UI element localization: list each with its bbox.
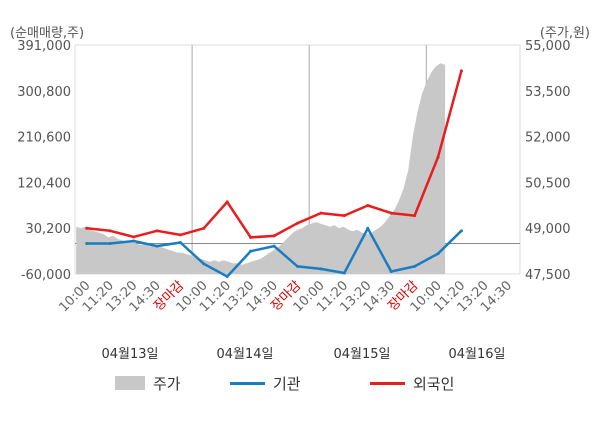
foreign-point [389, 211, 393, 215]
right-axis-ticks: 55,000 53,500 52,000 50,500 49,000 47,500 [525, 39, 571, 283]
foreign-point [319, 211, 323, 215]
foreign-point [178, 233, 182, 237]
day-label: 04월16일 [448, 347, 505, 362]
institution-point [272, 244, 276, 248]
price-area [76, 63, 446, 274]
foreign-point [155, 229, 159, 233]
institution-point [155, 244, 159, 248]
right-tick-label: 47,500 [525, 268, 571, 283]
legend-swatch-institution [230, 382, 265, 385]
legend-label-price: 주가 [153, 375, 181, 393]
right-tick-label: 55,000 [525, 39, 571, 54]
right-tick-label: 52,000 [525, 131, 571, 146]
left-axis-unit: (순매매량,주) [10, 26, 84, 41]
legend-swatch-price [115, 376, 145, 390]
institution-point [132, 239, 136, 243]
left-tick-label: 210,600 [17, 131, 71, 146]
institution-point [319, 267, 323, 271]
legend-swatch-foreign [370, 382, 405, 385]
right-tick-label: 53,500 [525, 85, 571, 100]
institution-point [413, 264, 417, 268]
foreign-point [108, 229, 112, 233]
foreign-point [436, 155, 440, 159]
institution-point [436, 252, 440, 256]
legend: 주가 기관 외국인 [115, 375, 454, 393]
foreign-point [85, 226, 89, 230]
foreign-point [202, 226, 206, 230]
foreign-point [342, 214, 346, 218]
day-label: 04월14일 [216, 347, 273, 362]
right-tick-label: 49,000 [525, 222, 571, 237]
foreign-point [459, 69, 463, 73]
x-axis-ticks: 10:0011:2013:2014:30장마감10:0011:2013:2014… [56, 278, 515, 315]
right-tick-label: 50,500 [525, 176, 571, 191]
institution-point [225, 275, 229, 279]
day-label: 04월15일 [333, 347, 390, 362]
day-label: 04월13일 [101, 347, 158, 362]
institution-point [202, 262, 206, 266]
left-tick-label: 300,800 [17, 85, 71, 100]
institution-point [85, 242, 89, 246]
foreign-point [132, 235, 136, 239]
institution-point [389, 269, 393, 273]
institution-point [459, 229, 463, 233]
left-tick-label: 120,400 [17, 176, 71, 191]
legend-label-foreign: 외국인 [413, 375, 454, 393]
day-labels: 04월13일 04월14일 04월15일 04월16일 [101, 347, 505, 362]
institution-point [342, 271, 346, 275]
foreign-point [296, 221, 299, 225]
price-area-layer [76, 63, 446, 274]
left-tick-label: 30,200 [26, 222, 72, 237]
left-tick-label: -60,000 [21, 268, 71, 283]
foreign-point [413, 214, 417, 218]
right-axis-unit: (주가,원) [540, 26, 590, 41]
foreign-point [272, 234, 276, 238]
institution-point [366, 226, 370, 230]
foreign-point [249, 235, 253, 239]
institution-point [178, 241, 182, 245]
legend-label-institution: 기관 [273, 375, 301, 393]
institution-point [296, 264, 299, 268]
foreign-point [366, 203, 370, 207]
left-tick-label: 391,000 [17, 39, 71, 54]
series-lines [85, 69, 463, 279]
institution-point [108, 242, 112, 246]
foreign-point [225, 200, 229, 204]
institution-point [249, 249, 253, 253]
left-axis-ticks: 391,000 300,800 210,600 120,400 30,200 -60,00… [17, 39, 71, 283]
